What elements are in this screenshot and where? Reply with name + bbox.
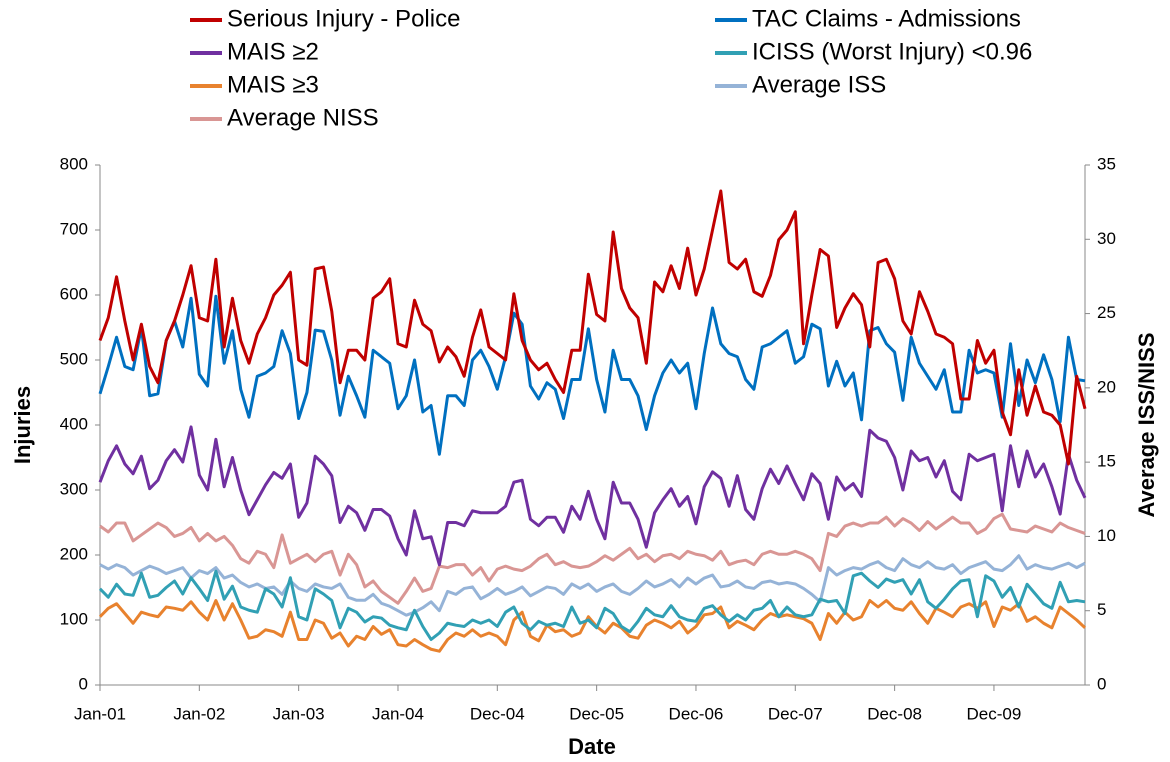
y2-tick-label: 20 — [1097, 377, 1116, 396]
x-axis-title: Date — [568, 734, 616, 759]
legend-label: Serious Injury - Police — [227, 5, 460, 32]
series-line — [98, 425, 1087, 567]
legend-label: Average NISS — [227, 104, 379, 131]
series-line — [98, 189, 1087, 466]
y-tick-label: 400 — [60, 414, 88, 433]
y-axis-title: Injuries — [10, 386, 35, 464]
y-tick-label: 100 — [60, 609, 88, 628]
series-line — [99, 512, 1086, 605]
y-tick-label: 600 — [60, 284, 88, 303]
x-tick-label: Jan-04 — [372, 704, 424, 723]
y2-tick-label: 0 — [1097, 674, 1106, 693]
y2-tick-label: 5 — [1097, 600, 1106, 619]
y-tick-label: 700 — [60, 219, 88, 238]
x-tick-label: Jan-01 — [74, 704, 126, 723]
x-tick-label: Jan-03 — [273, 704, 325, 723]
x-tick-label: Dec-04 — [470, 704, 525, 723]
x-tick-label: Dec-05 — [569, 704, 624, 723]
series-line — [98, 294, 1086, 456]
series-line — [98, 569, 1086, 641]
y2-tick-label: 10 — [1097, 526, 1116, 545]
y-tick-label: 500 — [60, 349, 88, 368]
y2-tick-label: 30 — [1097, 229, 1116, 248]
legend-label: MAIS ≥3 — [227, 71, 319, 98]
x-tick-label: Dec-06 — [669, 704, 724, 723]
series-line — [99, 554, 1086, 617]
y-tick-label: 800 — [60, 154, 88, 173]
x-tick-label: Jan-02 — [173, 704, 225, 723]
legend-label: TAC Claims - Admissions — [752, 5, 1021, 32]
y2-tick-label: 35 — [1097, 154, 1116, 173]
legend-label: MAIS ≥2 — [227, 38, 319, 65]
x-tick-label: Dec-07 — [768, 704, 823, 723]
legend-label: Average ISS — [752, 71, 886, 98]
y2-axis-title: Average ISS/NISS — [1134, 332, 1159, 517]
y-tick-label: 300 — [60, 479, 88, 498]
series-line — [98, 599, 1087, 653]
legend-label: ICISS (Worst Injury) <0.96 — [752, 38, 1032, 65]
y-tick-label: 200 — [60, 544, 88, 563]
x-tick-label: Dec-09 — [967, 704, 1022, 723]
x-tick-label: Dec-08 — [867, 704, 922, 723]
y2-tick-label: 25 — [1097, 303, 1116, 322]
y-tick-label: 0 — [79, 674, 88, 693]
y2-tick-label: 15 — [1097, 452, 1116, 471]
